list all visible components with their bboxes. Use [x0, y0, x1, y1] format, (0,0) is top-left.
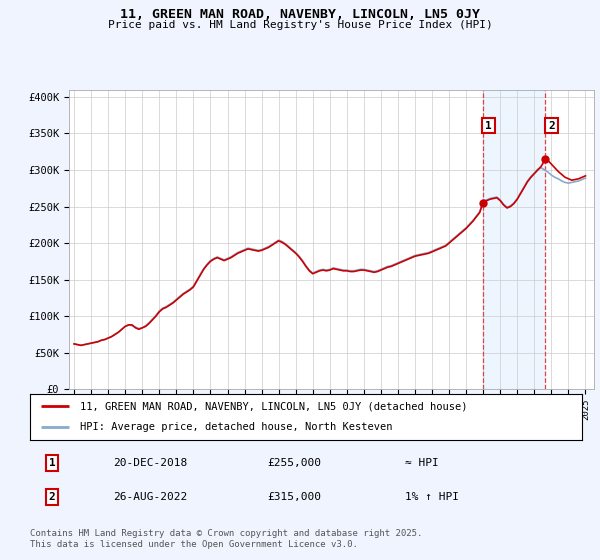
Text: £315,000: £315,000: [268, 492, 322, 502]
Text: 20-DEC-2018: 20-DEC-2018: [113, 458, 187, 468]
Text: 1: 1: [49, 458, 55, 468]
Text: £255,000: £255,000: [268, 458, 322, 468]
Text: 11, GREEN MAN ROAD, NAVENBY, LINCOLN, LN5 0JY (detached house): 11, GREEN MAN ROAD, NAVENBY, LINCOLN, LN…: [80, 401, 467, 411]
Text: HPI: Average price, detached house, North Kesteven: HPI: Average price, detached house, Nort…: [80, 422, 392, 432]
Bar: [482, 90, 545, 389]
Text: ≈ HPI: ≈ HPI: [406, 458, 439, 468]
Text: 1: 1: [485, 120, 492, 130]
Text: Contains HM Land Registry data © Crown copyright and database right 2025.
This d: Contains HM Land Registry data © Crown c…: [30, 529, 422, 549]
Text: 1% ↑ HPI: 1% ↑ HPI: [406, 492, 460, 502]
Text: 2: 2: [49, 492, 55, 502]
Text: 2: 2: [548, 120, 555, 130]
Text: 26-AUG-2022: 26-AUG-2022: [113, 492, 187, 502]
Text: 11, GREEN MAN ROAD, NAVENBY, LINCOLN, LN5 0JY: 11, GREEN MAN ROAD, NAVENBY, LINCOLN, LN…: [120, 8, 480, 21]
Text: Price paid vs. HM Land Registry's House Price Index (HPI): Price paid vs. HM Land Registry's House …: [107, 20, 493, 30]
